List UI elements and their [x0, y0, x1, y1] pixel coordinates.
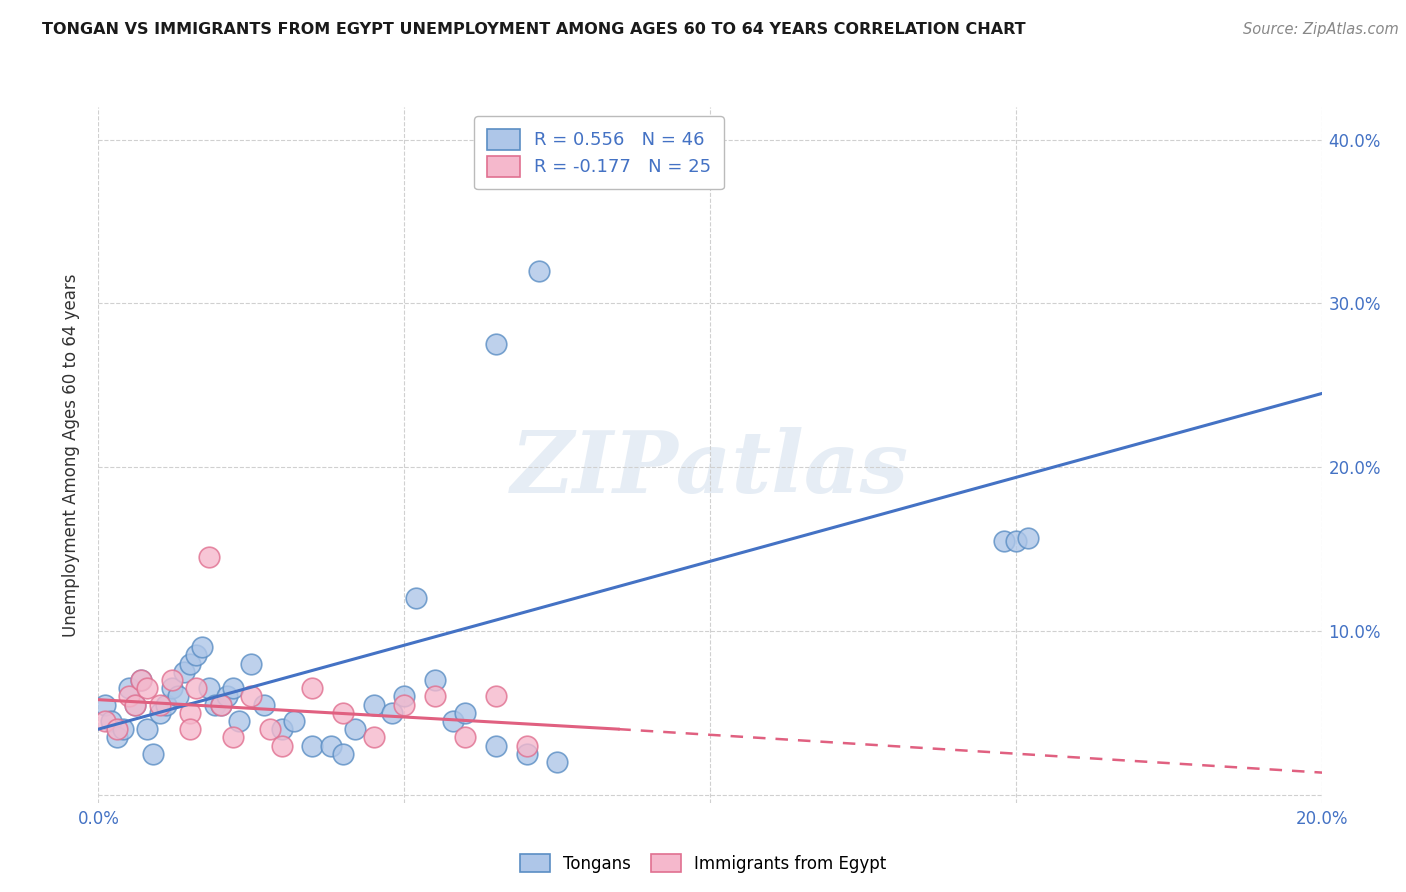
Point	[228, 714, 250, 728]
Point	[405, 591, 427, 606]
Point	[160, 681, 183, 696]
Point	[240, 690, 263, 704]
Point	[381, 706, 404, 720]
Point	[149, 698, 172, 712]
Point	[516, 739, 538, 753]
Point	[209, 698, 232, 712]
Point	[93, 698, 115, 712]
Point	[124, 698, 146, 712]
Point	[105, 731, 128, 745]
Point	[363, 731, 385, 745]
Legend: R = 0.556   N = 46, R = -0.177   N = 25: R = 0.556 N = 46, R = -0.177 N = 25	[474, 116, 724, 189]
Point	[93, 714, 115, 728]
Point	[124, 698, 146, 712]
Point	[186, 681, 208, 696]
Text: TONGAN VS IMMIGRANTS FROM EGYPT UNEMPLOYMENT AMONG AGES 60 TO 64 YEARS CORRELATI: TONGAN VS IMMIGRANTS FROM EGYPT UNEMPLOY…	[42, 22, 1026, 37]
Point	[197, 550, 219, 565]
Point	[136, 681, 159, 696]
Point	[301, 681, 323, 696]
Point	[252, 698, 274, 712]
Point	[160, 673, 183, 687]
Point	[173, 665, 195, 679]
Legend: Tongans, Immigrants from Egypt: Tongans, Immigrants from Egypt	[513, 847, 893, 880]
Point	[516, 747, 538, 761]
Y-axis label: Unemployment Among Ages 60 to 64 years: Unemployment Among Ages 60 to 64 years	[62, 273, 80, 637]
Point	[105, 722, 128, 736]
Point	[191, 640, 214, 655]
Point	[363, 698, 385, 712]
Point	[209, 698, 232, 712]
Point	[485, 739, 508, 753]
Text: Source: ZipAtlas.com: Source: ZipAtlas.com	[1243, 22, 1399, 37]
Point	[179, 657, 201, 671]
Point	[167, 690, 190, 704]
Point	[485, 690, 508, 704]
Point	[118, 690, 141, 704]
Point	[270, 739, 292, 753]
Point	[423, 673, 446, 687]
Point	[118, 681, 141, 696]
Text: ZIPatlas: ZIPatlas	[510, 427, 910, 510]
Point	[441, 714, 464, 728]
Point	[179, 722, 201, 736]
Point	[186, 648, 208, 663]
Point	[111, 722, 134, 736]
Point	[129, 673, 152, 687]
Point	[423, 690, 446, 704]
Point	[485, 337, 508, 351]
Point	[283, 714, 305, 728]
Point	[204, 698, 226, 712]
Point	[100, 714, 122, 728]
Point	[136, 722, 159, 736]
Point	[215, 690, 238, 704]
Point	[344, 722, 367, 736]
Point	[1004, 533, 1026, 548]
Point	[270, 722, 292, 736]
Point	[527, 264, 550, 278]
Point	[155, 698, 177, 712]
Point	[179, 706, 201, 720]
Point	[222, 681, 245, 696]
Point	[240, 657, 263, 671]
Point	[197, 681, 219, 696]
Point	[1017, 531, 1039, 545]
Point	[392, 698, 416, 712]
Point	[454, 731, 477, 745]
Point	[129, 673, 152, 687]
Point	[392, 690, 416, 704]
Point	[993, 533, 1015, 548]
Point	[454, 706, 477, 720]
Point	[319, 739, 342, 753]
Point	[332, 706, 354, 720]
Point	[222, 731, 245, 745]
Point	[142, 747, 165, 761]
Point	[149, 706, 172, 720]
Point	[259, 722, 281, 736]
Point	[301, 739, 323, 753]
Point	[332, 747, 354, 761]
Point	[546, 755, 568, 769]
